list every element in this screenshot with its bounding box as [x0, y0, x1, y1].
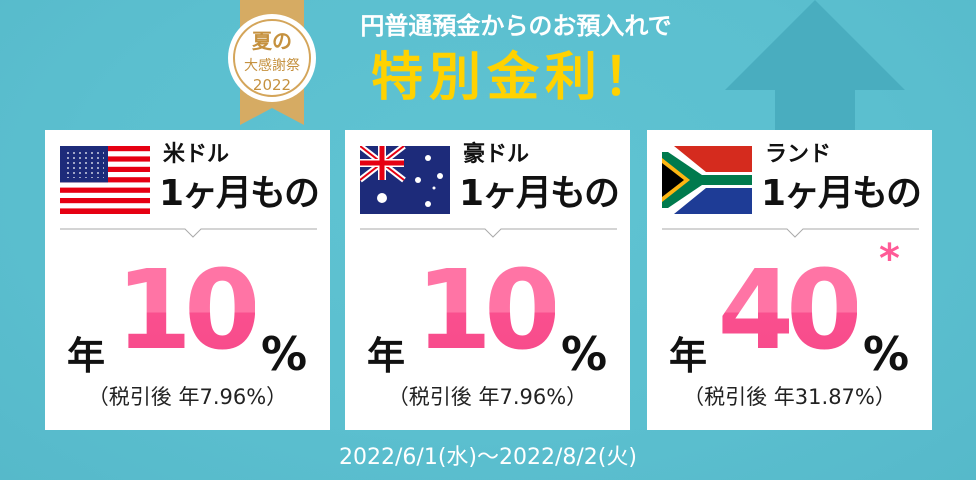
za-flag-icon [662, 146, 752, 214]
medal-line1: 夏の [252, 29, 292, 53]
rate-card-aud[interactable]: 豪ドル 1ヶ月もの 年 10 % （税引後 年7.96%） [345, 130, 630, 430]
interest-rate: 40 [715, 242, 862, 378]
medal-line2: 大感謝祭 [244, 57, 300, 74]
interest-rate: 10 [413, 242, 560, 378]
summer-festival-medal: 夏の 大感謝祭 2022 [226, 0, 318, 125]
annual-prefix: 年 [669, 334, 708, 378]
rate-card-zar[interactable]: ランド 1ヶ月もの 年 40 * % （税引後 年31.87%） [647, 130, 932, 430]
divider [662, 228, 919, 238]
currency-label: ランド [765, 142, 832, 167]
currency-label: 米ドル [163, 142, 230, 167]
term-label: 1ヶ月もの [761, 173, 922, 214]
percent-sign: % [863, 327, 910, 381]
percent-sign: % [561, 327, 608, 381]
interest-rate: 10 [113, 242, 260, 378]
au-flag-icon [360, 146, 450, 214]
divider [360, 228, 617, 238]
after-tax-rate: （税引後 年31.87%） [683, 385, 896, 409]
annual-prefix: 年 [67, 334, 106, 378]
annual-prefix: 年 [367, 334, 406, 378]
divider [60, 228, 317, 238]
term-label: 1ヶ月もの [459, 173, 620, 214]
us-flag-icon [60, 146, 150, 214]
after-tax-rate: （税引後 年7.96%） [87, 385, 288, 409]
rate-card-usd[interactable]: 米ドル 1ヶ月もの 年 10 % （税引後 年7.96%） [45, 130, 330, 430]
campaign-period: 2022/6/1(水)～2022/8/2(火) [339, 445, 637, 470]
headline: 特別金利！ [370, 48, 661, 108]
currency-label: 豪ドル [463, 142, 530, 167]
footnote-asterisk: * [879, 236, 900, 282]
subtitle: 円普通預金からのお預入れで [360, 12, 672, 40]
after-tax-rate: （税引後 年7.96%） [387, 385, 588, 409]
percent-sign: % [261, 327, 308, 381]
term-label: 1ヶ月もの [159, 173, 320, 214]
medal-line3: 2022 [253, 76, 291, 94]
up-arrow-icon [725, 0, 905, 130]
